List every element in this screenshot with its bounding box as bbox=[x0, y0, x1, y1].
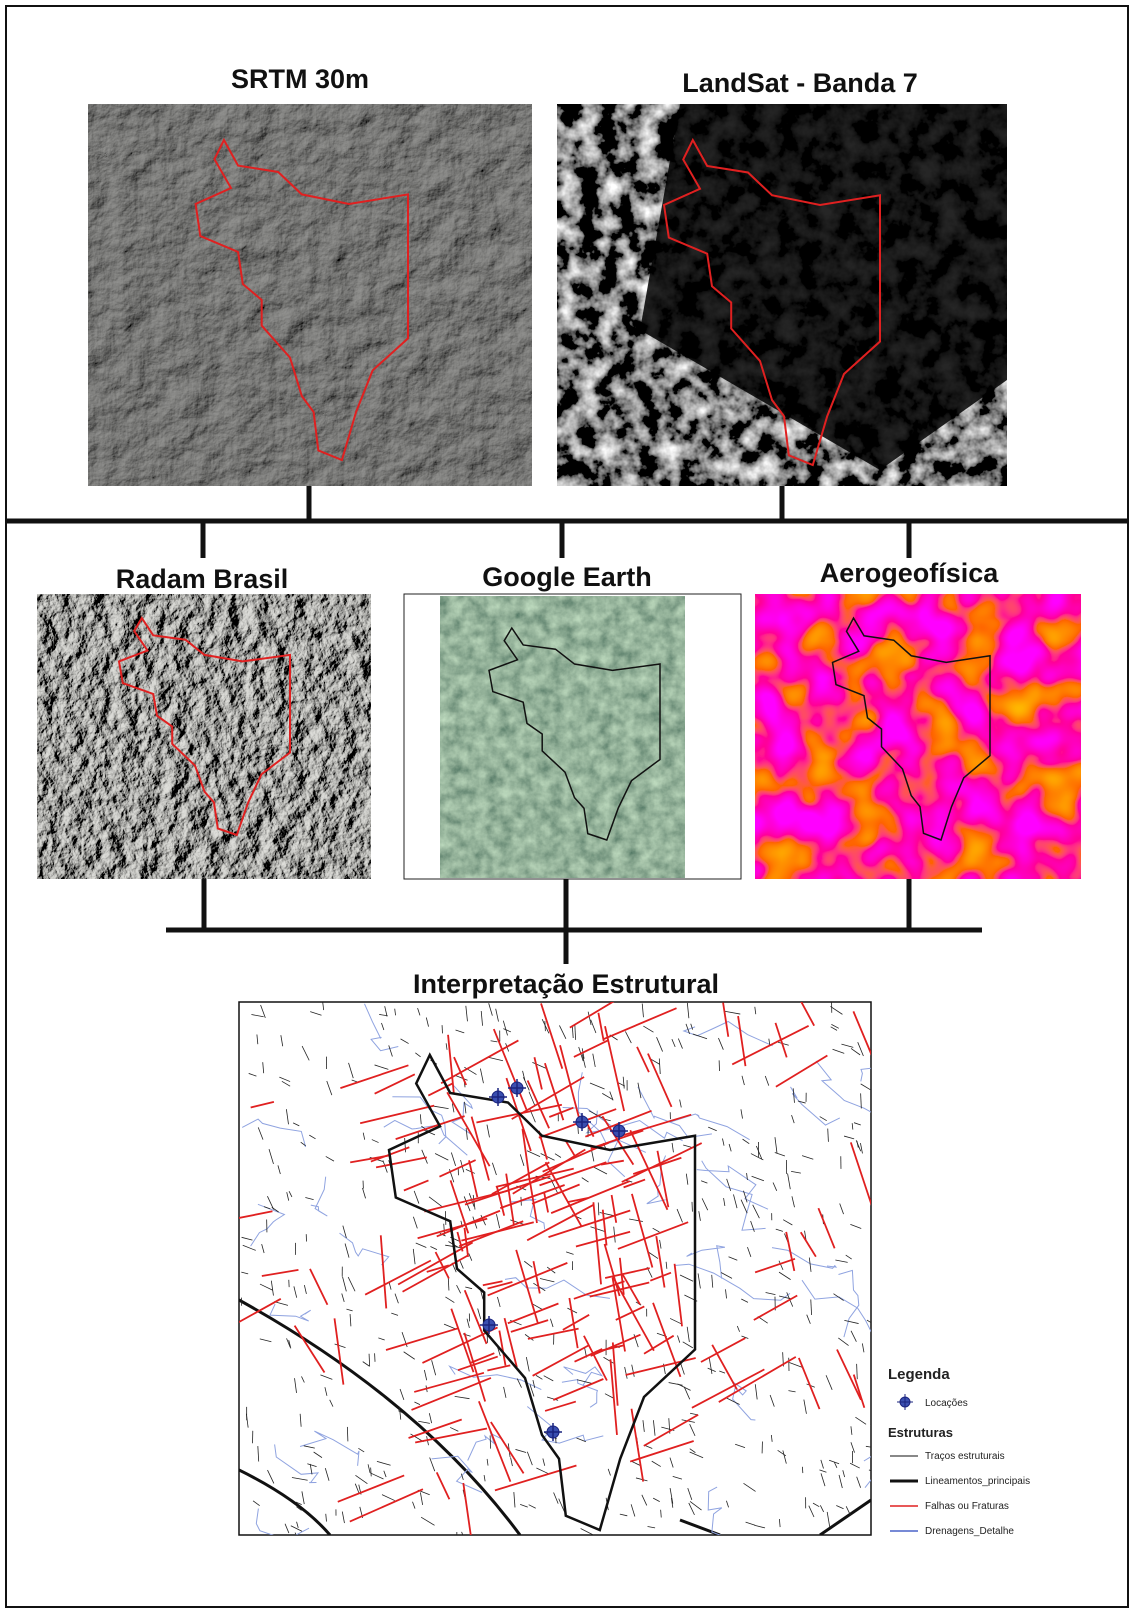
radam-image bbox=[37, 594, 371, 879]
srtm-image bbox=[88, 104, 532, 486]
trace bbox=[347, 1427, 348, 1441]
legend-subtitle: Estruturas bbox=[888, 1425, 953, 1440]
legend-label: Locações bbox=[925, 1398, 968, 1409]
aerogeofisica-image bbox=[755, 594, 1081, 879]
legend-label: Lineamentos_principais bbox=[925, 1476, 1030, 1487]
google-earth-image bbox=[404, 594, 741, 879]
panel-title: Radam Brasil bbox=[116, 564, 289, 594]
landsat-image bbox=[557, 104, 1007, 486]
panel-title: Google Earth bbox=[482, 562, 652, 592]
legend-label: Falhas ou Fraturas bbox=[925, 1501, 1009, 1512]
location-symbol bbox=[897, 1394, 913, 1410]
legend-title: Legenda bbox=[888, 1366, 950, 1383]
trace bbox=[490, 1435, 491, 1448]
panel-title: Aerogeofísica bbox=[820, 558, 1000, 588]
legend-label: Drenagens_Detalhe bbox=[925, 1526, 1014, 1537]
figure: SRTM 30m LandSat - Banda 7 Radam Brasil … bbox=[0, 0, 1134, 1613]
legend: Legenda Locações Estruturas Traços estru… bbox=[888, 1366, 1030, 1537]
panel-title: SRTM 30m bbox=[231, 64, 369, 94]
panel-title: LandSat - Banda 7 bbox=[682, 68, 918, 98]
legend-label: Traços estruturais bbox=[925, 1451, 1005, 1462]
structural-map bbox=[223, 992, 934, 1566]
panel-title: Interpretação Estrutural bbox=[413, 969, 719, 999]
